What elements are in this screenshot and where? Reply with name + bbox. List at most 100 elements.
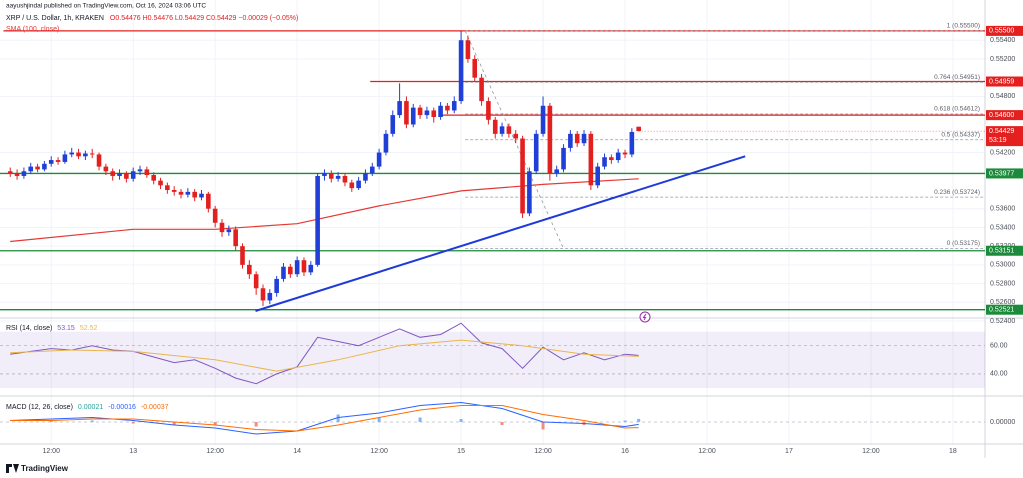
y-tick-label: 0.52600 bbox=[990, 299, 1015, 306]
indicator-value: 0.00021 bbox=[78, 404, 103, 411]
candle-body bbox=[465, 40, 471, 59]
candle-body bbox=[253, 274, 259, 289]
y-tick-label: 0.53600 bbox=[990, 206, 1015, 213]
candle-body bbox=[144, 169, 150, 176]
candle-body bbox=[240, 246, 245, 265]
candle-body bbox=[226, 229, 232, 233]
candle-body bbox=[622, 152, 628, 155]
level-price-label: 0.52521 bbox=[989, 307, 1014, 314]
candle-body bbox=[192, 191, 197, 198]
indicator-value: -0.00016 bbox=[108, 404, 136, 411]
candle-body bbox=[636, 126, 641, 132]
candle-body bbox=[390, 115, 396, 134]
candle-body bbox=[356, 180, 361, 189]
histogram-bar bbox=[336, 414, 340, 422]
x-tick-label: 14 bbox=[293, 448, 301, 455]
fib-level-label: 1 (0.55500) bbox=[947, 23, 980, 30]
grid-layer bbox=[0, 0, 985, 444]
candle-body bbox=[35, 166, 40, 170]
candle-body bbox=[281, 266, 286, 279]
candle-body bbox=[83, 153, 88, 157]
x-tick-label: 12:00 bbox=[206, 448, 224, 455]
histogram-bar bbox=[131, 422, 135, 424]
candle-body bbox=[376, 152, 382, 167]
current-price-tag bbox=[986, 126, 1023, 147]
histogram-bar bbox=[637, 418, 641, 422]
candle-body bbox=[212, 208, 218, 223]
event-icon-glyph bbox=[642, 313, 647, 321]
histogram-bar bbox=[172, 422, 176, 425]
level-price-label: 0.54959 bbox=[989, 78, 1014, 85]
candle-body bbox=[568, 133, 573, 148]
candle-body bbox=[274, 278, 279, 293]
histogram-bar bbox=[49, 420, 53, 422]
indicator-value: -0.00037 bbox=[141, 404, 169, 411]
level-price-label: 0.53977 bbox=[989, 170, 1014, 177]
candle-body bbox=[260, 288, 266, 301]
candle-body bbox=[62, 154, 68, 162]
level-price-label: 0.53151 bbox=[989, 248, 1014, 255]
candle-body bbox=[288, 266, 293, 275]
level-price-tag bbox=[986, 25, 1023, 36]
candle-body bbox=[438, 105, 443, 117]
candle-body bbox=[110, 171, 116, 176]
current-price-label: 0.54429 bbox=[989, 128, 1014, 135]
fib-level-label: 0.764 (0.54951) bbox=[934, 74, 980, 81]
candle-body bbox=[431, 110, 437, 117]
candle-body bbox=[486, 101, 491, 120]
histogram-bar bbox=[254, 422, 258, 427]
candle-body bbox=[328, 173, 334, 179]
candle-body bbox=[369, 166, 375, 174]
candle-body bbox=[554, 169, 560, 174]
level-price-tag bbox=[986, 168, 1023, 179]
histogram-bar bbox=[541, 422, 545, 430]
rsi-band bbox=[0, 331, 985, 388]
candle-body bbox=[540, 105, 546, 134]
candle-body bbox=[410, 107, 416, 125]
candle-body bbox=[602, 157, 607, 167]
fib-level-label: 0.618 (0.54612) bbox=[934, 106, 980, 113]
histogram-bar bbox=[377, 417, 381, 422]
candle-body bbox=[124, 173, 129, 179]
fib-level-label: 0.236 (0.53724) bbox=[934, 189, 980, 196]
candle-body bbox=[117, 173, 122, 176]
candle-body bbox=[322, 173, 327, 176]
histogram-bar bbox=[213, 422, 217, 425]
candle-body bbox=[96, 154, 102, 167]
x-tick-label: 16 bbox=[621, 448, 629, 455]
candle-body bbox=[76, 152, 81, 157]
candle-body bbox=[445, 105, 450, 111]
y-tick-label: 0.54200 bbox=[990, 149, 1015, 156]
candle-body bbox=[533, 133, 539, 172]
candle-body bbox=[158, 180, 163, 186]
candle-body bbox=[561, 147, 566, 170]
candle-body bbox=[458, 40, 464, 102]
candle-body bbox=[609, 157, 614, 161]
x-tick-label: 15 bbox=[457, 448, 465, 455]
y-tick-label: 0.00000 bbox=[990, 419, 1015, 426]
candle-body bbox=[137, 169, 143, 172]
x-tick-label: 12:00 bbox=[42, 448, 60, 455]
indicator-line bbox=[10, 405, 639, 432]
x-tick-label: 12:00 bbox=[370, 448, 388, 455]
candle-body bbox=[301, 260, 307, 273]
candle-body bbox=[151, 175, 156, 181]
y-tick-label: 0.53000 bbox=[990, 262, 1015, 269]
brand[interactable]: TradingView bbox=[6, 464, 69, 473]
candle-body bbox=[629, 131, 635, 155]
y-tick-label: 40.00 bbox=[990, 371, 1008, 378]
candle-body bbox=[55, 160, 61, 162]
level-price-tag bbox=[986, 110, 1023, 121]
candle-body bbox=[178, 191, 184, 195]
publisher-note: aayushjindal published on TradingView.co… bbox=[6, 3, 206, 10]
candle-body bbox=[7, 171, 13, 174]
candle-body bbox=[42, 163, 47, 170]
ohlc-values: O0.54476 H0.54476 L0.54429 C0.54429 −0.0… bbox=[110, 15, 298, 22]
candle-body bbox=[335, 175, 341, 179]
candle-body bbox=[363, 173, 368, 181]
candle-body bbox=[247, 264, 252, 275]
indicator-title: RSI (14, close) bbox=[6, 325, 52, 332]
indicator-value: 52.52 bbox=[80, 325, 98, 332]
